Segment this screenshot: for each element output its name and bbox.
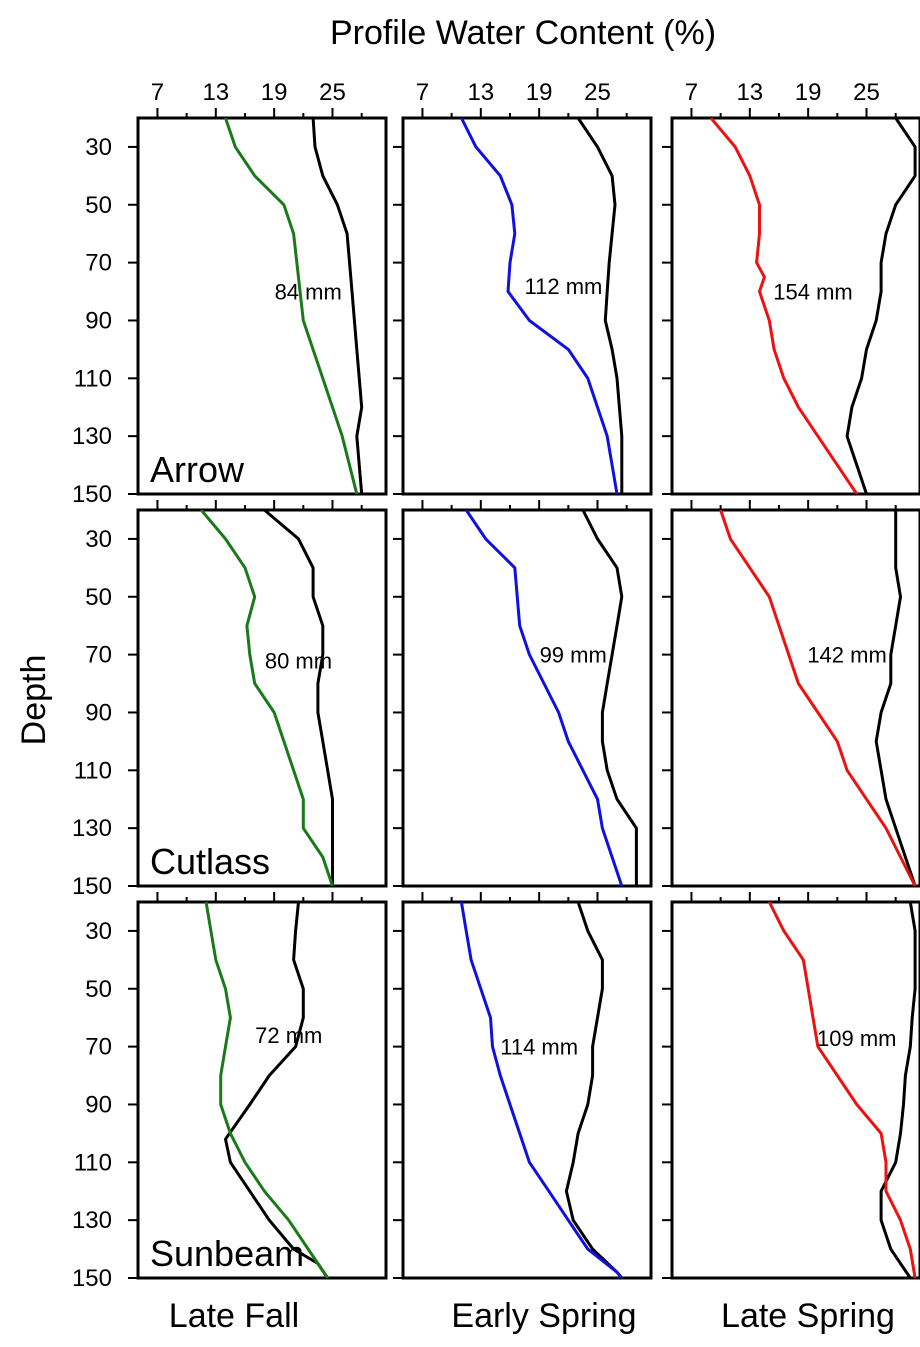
y-tick-label: 150 [72, 481, 112, 508]
x-tick-label: 25 [319, 79, 346, 106]
x-tick-label: 25 [853, 79, 880, 106]
late-spring-profile-line [719, 510, 917, 886]
y-tick-label: 70 [85, 1034, 112, 1061]
water-difference-annotation: 114 mm [500, 1035, 578, 1060]
water-difference-annotation: 99 mm [540, 643, 607, 668]
reference-profile-line [224, 902, 329, 1278]
water-difference-annotation: 142 mm [807, 643, 886, 668]
panel-frame [401, 900, 653, 1280]
y-tick-label: 130 [72, 1207, 112, 1234]
panel-frame [670, 508, 920, 888]
panel-sunbeam-late-fall: 72 mm Sunbeam [128, 892, 388, 1280]
water-difference-annotation: 154 mm [773, 280, 852, 305]
panel-cutlass-late-fall: 80 mm Cutlass [128, 500, 388, 888]
y-tick-label: 130 [72, 815, 112, 842]
y-tick-label: 70 [85, 642, 112, 669]
water-difference-annotation: 80 mm [265, 648, 332, 673]
panel-frame [401, 508, 653, 888]
y-tick-label: 50 [85, 192, 112, 219]
late-fall-profile-line [204, 902, 329, 1278]
y-tick-label: 110 [74, 1149, 112, 1176]
panel-sunbeam-late-spring: 109 mm [662, 892, 920, 1280]
column-label-late-spring: Late Spring [721, 1297, 895, 1335]
y-tick-label: 130 [72, 423, 112, 450]
panel-frame [136, 900, 388, 1280]
reference-profile-line [564, 902, 623, 1278]
panel-cutlass-late-spring: 142 mm [662, 500, 920, 888]
water-difference-annotation: 109 mm [817, 1026, 896, 1051]
reference-profile-line [879, 902, 917, 1278]
late-fall-profile-line [200, 510, 334, 886]
water-difference-annotation: 112 mm [525, 274, 603, 299]
panel-frame [670, 116, 920, 496]
y-tick-label: 50 [85, 976, 112, 1003]
x-tick-label: 7 [685, 79, 698, 106]
y-tick-label: 90 [85, 307, 112, 334]
early-spring-profile-line [459, 902, 623, 1278]
x-tick-label: 13 [202, 79, 229, 106]
reference-profile-line [311, 118, 364, 494]
panel-cutlass-early-spring: 99 mm [393, 500, 653, 888]
y-axis-label: Depth [15, 655, 53, 746]
x-tick-labels: 7 7 7 13 13 13 19 19 19 25 25 25 [151, 79, 880, 106]
x-tick-label: 7 [416, 79, 429, 106]
panel-frame [136, 508, 388, 888]
water-difference-annotation: 72 mm [255, 1023, 322, 1048]
y-tick-label: 110 [74, 365, 112, 392]
row-label-sunbeam: Sunbeam [150, 1233, 304, 1274]
late-spring-profile-line [709, 118, 859, 494]
panel-sunbeam-early-spring: 114 mm [393, 892, 653, 1280]
early-spring-profile-line [460, 118, 619, 494]
panel-arrow-late-spring: 154 mm [662, 108, 920, 496]
chart-title: Profile Water Content (%) [330, 14, 716, 52]
reference-profile-line [576, 118, 624, 494]
panel-arrow-late-fall: 84 mm Arrow [128, 108, 388, 496]
early-spring-profile-line [464, 510, 624, 886]
x-tick-label: 7 [151, 79, 164, 106]
y-tick-label: 90 [85, 699, 112, 726]
late-fall-profile-line [224, 118, 359, 494]
column-label-early-spring: Early Spring [451, 1297, 636, 1335]
x-tick-label: 19 [795, 79, 822, 106]
y-tick-label: 30 [85, 134, 112, 161]
panel-frame [401, 116, 653, 496]
panel-frame [670, 900, 920, 1280]
y-tick-label: 30 [85, 526, 112, 553]
x-tick-label: 13 [467, 79, 494, 106]
y-tick-label: 70 [85, 250, 112, 277]
row-label-cutlass: Cutlass [150, 841, 270, 882]
y-tick-label: 90 [85, 1091, 112, 1118]
panel-frame [136, 116, 388, 496]
row-label-arrow: Arrow [150, 449, 245, 490]
x-tick-label: 25 [584, 79, 611, 106]
reference-profile-line [263, 510, 334, 886]
x-tick-label: 19 [526, 79, 553, 106]
reference-profile-line [581, 510, 638, 886]
y-tick-labels: 30 30 30 50 50 50 70 70 70 90 90 90 110 110 110 130 130 1… [72, 134, 112, 1292]
y-tick-label: 50 [85, 584, 112, 611]
late-spring-profile-line [767, 902, 917, 1278]
panel-arrow-early-spring: 112 mm [393, 108, 653, 496]
water-difference-annotation: 84 mm [275, 280, 342, 305]
reference-profile-line [845, 118, 917, 494]
y-tick-label: 110 [74, 757, 112, 784]
x-tick-label: 13 [736, 79, 763, 106]
x-tick-label: 19 [261, 79, 288, 106]
y-tick-label: 30 [85, 918, 112, 945]
panels: 84 mm Arrow 112 mm 154 mm 80 mm Cutlass 99 mm 1… [128, 108, 920, 1280]
y-tick-label: 150 [72, 873, 112, 900]
column-label-late-fall: Late Fall [169, 1297, 299, 1335]
y-tick-label: 150 [72, 1265, 112, 1292]
reference-profile-line [874, 510, 917, 886]
